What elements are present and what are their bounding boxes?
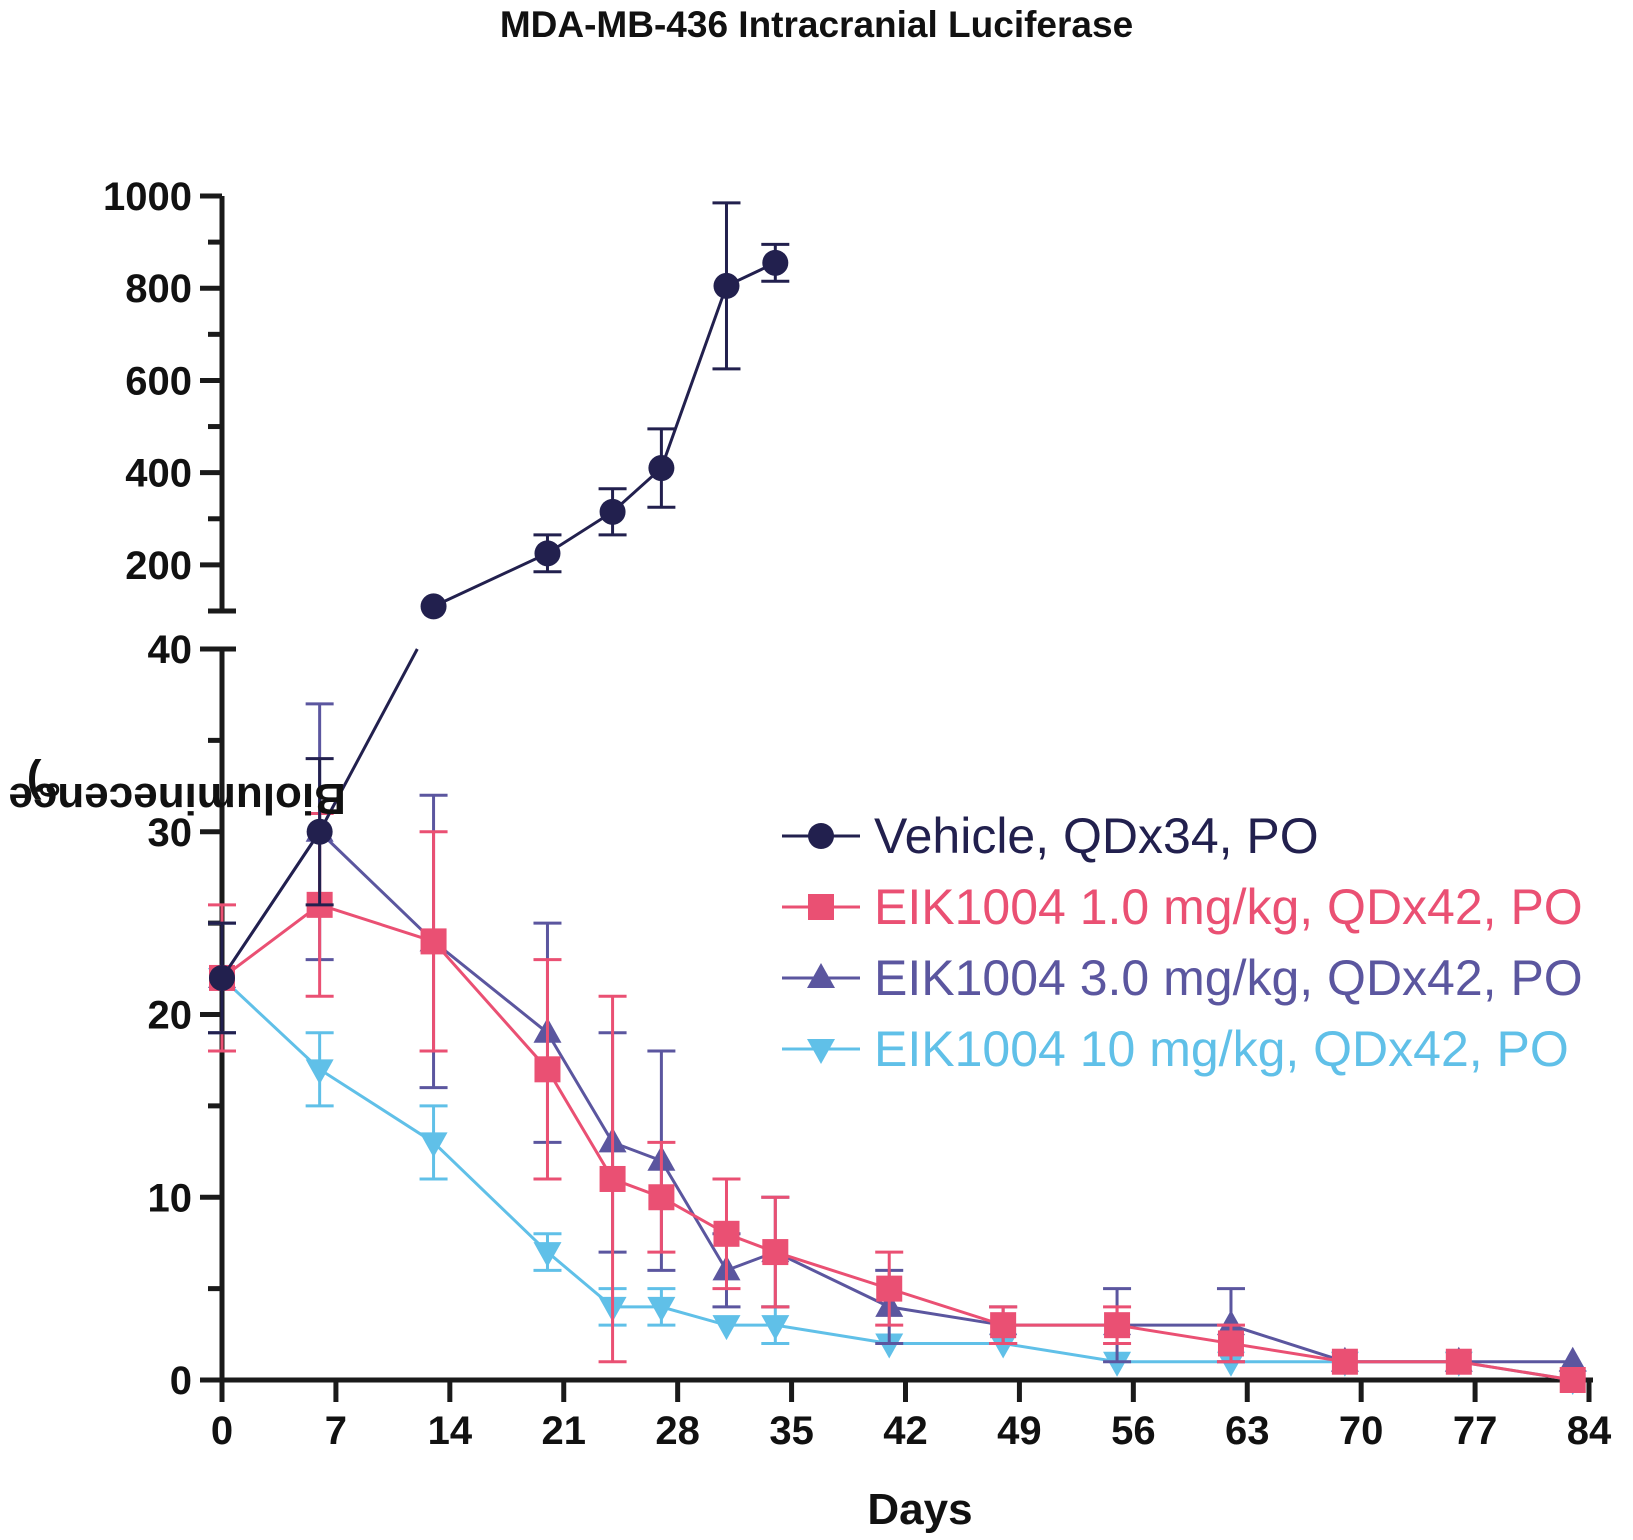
data-point xyxy=(1558,1346,1587,1372)
data-point xyxy=(762,249,789,276)
data-point xyxy=(1103,1351,1132,1377)
x-tick-label: 77 xyxy=(1453,1409,1498,1453)
x-tick-label: 56 xyxy=(1111,1409,1156,1453)
data-point xyxy=(420,928,447,955)
data-point xyxy=(599,498,626,525)
y-tick-label-lower: 40 xyxy=(148,628,193,672)
series-0 xyxy=(208,201,790,1035)
series-1 xyxy=(208,811,1586,1393)
data-point xyxy=(648,1184,675,1211)
legend-marker-vehicle xyxy=(782,822,860,849)
y-tick-label-upper: 400 xyxy=(125,452,192,496)
y-tick-label-upper: 200 xyxy=(125,544,192,588)
x-tick-label: 63 xyxy=(1225,1409,1270,1453)
data-point xyxy=(534,1056,561,1083)
legend-marker-symbol xyxy=(808,893,834,920)
y-tick-label-upper: 800 xyxy=(125,267,192,311)
data-point xyxy=(1445,1348,1472,1375)
data-point xyxy=(712,1315,741,1341)
series-line-segment xyxy=(318,648,419,833)
x-tick-label: 35 xyxy=(769,1409,814,1453)
series-line xyxy=(432,261,776,608)
data-point xyxy=(990,1312,1017,1339)
chart-title: MDA-MB-436 Intracranial Luciferase xyxy=(499,4,1134,45)
x-tick-label: 7 xyxy=(325,1409,347,1453)
series-line-segment xyxy=(220,830,321,979)
data-point xyxy=(1104,1312,1131,1339)
legend-marker-symbol xyxy=(807,962,835,988)
x-tick-label: 28 xyxy=(655,1409,700,1453)
x-tick-label: 14 xyxy=(428,1409,473,1453)
x-tick-label: 70 xyxy=(1339,1409,1384,1453)
data-point xyxy=(989,1333,1018,1359)
data-point xyxy=(1216,1351,1245,1377)
y-tick-label-lower: 10 xyxy=(148,1176,193,1220)
y-tick-label-upper: 600 xyxy=(125,359,192,403)
data-point xyxy=(1331,1348,1358,1375)
legend: Vehicle, QDx34, PO EIK1004 1.0 mg/kg, QD… xyxy=(780,800,1583,1084)
legend-item-eik1004-3mg: EIK1004 3.0 mg/kg, QDx42, PO xyxy=(780,942,1583,1013)
y-tick-label-lower: 20 xyxy=(148,994,193,1038)
data-point xyxy=(420,593,447,620)
legend-label-eik1004-1mg: EIK1004 1.0 mg/kg, QDx42, PO xyxy=(874,878,1583,935)
legend-marker-symbol xyxy=(807,1038,835,1064)
x-tick-label: 0 xyxy=(211,1409,233,1453)
data-point xyxy=(306,818,333,845)
data-point xyxy=(648,455,675,482)
data-point xyxy=(875,1333,904,1359)
data-point xyxy=(599,1165,626,1192)
y-tick-label-upper: 1000 xyxy=(103,175,192,219)
x-tick-label: 84 xyxy=(1567,1409,1612,1453)
legend-item-vehicle: Vehicle, QDx34, PO xyxy=(780,800,1583,871)
y-axis-label-close: ) xyxy=(26,758,42,808)
data-point xyxy=(713,272,740,299)
data-point xyxy=(762,1239,789,1266)
y-axis-label-text: Bioluminecence (photons x10 xyxy=(0,773,346,823)
data-point xyxy=(305,1059,334,1085)
legend-marker-eik1004-1mg xyxy=(782,893,860,920)
legend-item-eik1004-1mg: EIK1004 1.0 mg/kg, QDx42, PO xyxy=(780,871,1583,942)
data-point xyxy=(534,540,561,567)
legend-marker-symbol xyxy=(808,822,834,849)
data-point xyxy=(713,1220,740,1247)
legend-label-vehicle: Vehicle, QDx34, PO xyxy=(874,807,1319,864)
x-tick-label: 42 xyxy=(883,1409,928,1453)
legend-marker-eik1004-3mg xyxy=(782,962,860,988)
data-point xyxy=(1216,1310,1245,1336)
y-tick-label-lower: 30 xyxy=(148,811,193,855)
x-tick-label: 21 xyxy=(542,1409,587,1453)
legend-item-eik1004-10mg: EIK1004 10 mg/kg, QDx42, PO xyxy=(780,1013,1583,1084)
data-point xyxy=(1217,1330,1244,1357)
x-axis-label: Days xyxy=(867,1485,973,1534)
data-point xyxy=(761,1315,790,1341)
data-point xyxy=(876,1275,903,1302)
legend-label-eik1004-3mg: EIK1004 3.0 mg/kg, QDx42, PO xyxy=(874,949,1583,1006)
data-point xyxy=(209,964,235,991)
y-tick-label-lower: 0 xyxy=(170,1359,192,1403)
x-tick-label: 49 xyxy=(997,1409,1042,1453)
data-point xyxy=(1559,1367,1586,1393)
data-point xyxy=(419,1132,448,1158)
legend-marker-eik1004-10mg xyxy=(782,1038,860,1064)
legend-label-eik1004-10mg: EIK1004 10 mg/kg, QDx42, PO xyxy=(874,1020,1569,1077)
data-point xyxy=(533,1242,562,1268)
data-point xyxy=(647,1296,676,1322)
